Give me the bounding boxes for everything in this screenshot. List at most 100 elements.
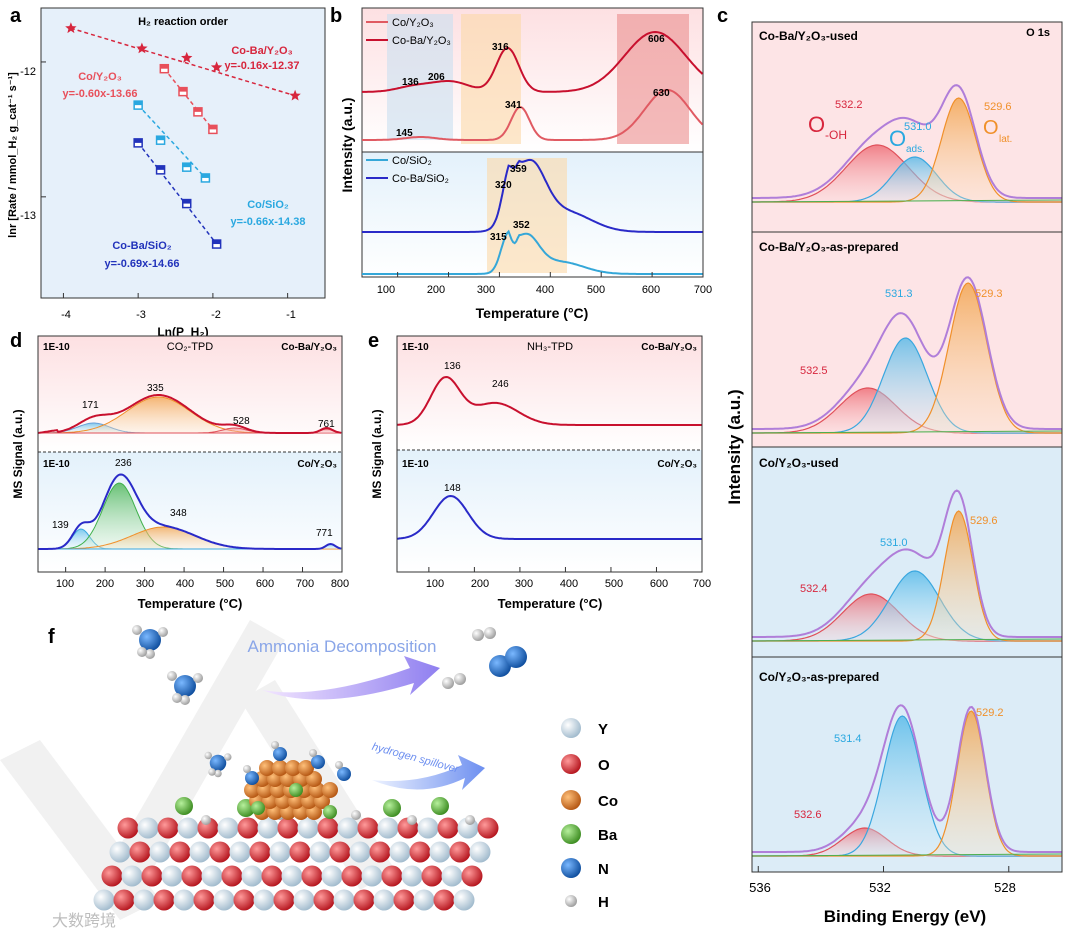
- atom-y: [93, 889, 115, 911]
- atom-o: [157, 817, 179, 839]
- peak-value: 529.6: [984, 101, 1012, 113]
- atom-co: [322, 782, 338, 798]
- atom-h: [172, 693, 182, 703]
- panel-b-legend-bottom: Co/SiO₂ Co-Ba/SiO₂: [366, 155, 449, 185]
- atom-h: [208, 768, 216, 776]
- peak-label: 148: [444, 483, 461, 494]
- peak-label: 352: [513, 220, 530, 231]
- atom-o: [129, 841, 151, 863]
- atom-y: [281, 865, 303, 887]
- species-label-o-oh: O: [808, 112, 825, 137]
- atom-y: [177, 817, 199, 839]
- panel-d-xtick: 500: [216, 578, 234, 590]
- panel-d-xtick: 600: [256, 578, 274, 590]
- atom-o: [221, 865, 243, 887]
- panel-label-d: d: [10, 330, 22, 352]
- atom-o: [181, 865, 203, 887]
- series-label-co-ba-y2o3: Co-Ba/Y₂O₃: [231, 45, 292, 57]
- panel-b-xlabel: Temperature (°C): [476, 305, 589, 321]
- panel-d-peak-labels: 171 335 528 761 139 236 348 771: [52, 383, 335, 539]
- atom-y: [121, 865, 143, 887]
- atom-o: [233, 889, 255, 911]
- species-label-o-oh-sub: -OH: [825, 128, 847, 142]
- scale-bar-label: 1E-10: [43, 459, 70, 470]
- panel-c: c O 1s Co-Ba/Y₂O₃-used Co-Ba/Y₂O₃-as-pre…: [717, 5, 1063, 926]
- panel-c-xtick: 532: [869, 880, 891, 895]
- atom-h: [442, 677, 454, 689]
- atom-legend: Y O Co Ba N H: [561, 718, 618, 911]
- atom-h: [484, 627, 496, 639]
- panel-b-peak-labels: 136 206 316 606 145 341 630 359 320 315 …: [396, 34, 670, 243]
- atom-y: [161, 865, 183, 887]
- fit-label-co-y2o3: y=-0.60x-13.66: [63, 88, 138, 100]
- peak-label: 341: [505, 100, 522, 111]
- peak-label: 136: [402, 77, 419, 88]
- atom-co: [298, 760, 314, 776]
- data-point-fill: [179, 87, 187, 92]
- atom-y: [297, 817, 319, 839]
- legend-label: N: [598, 861, 609, 878]
- panel-a-axes: -4 -3 -2 -1 -12 -13: [20, 66, 296, 321]
- atom-h: [243, 765, 251, 773]
- envelope-line: [752, 276, 1062, 430]
- legend-label: Y: [598, 721, 608, 738]
- data-point-fill: [208, 125, 217, 130]
- atom-h: [145, 649, 155, 659]
- panel-e-xtick: 300: [515, 578, 533, 590]
- atom-co: [259, 760, 275, 776]
- envelope-line: [752, 704, 1062, 853]
- data-point-fill: [134, 138, 143, 143]
- atom-h: [224, 753, 232, 761]
- atom-o: [329, 841, 351, 863]
- atom-o: [193, 889, 215, 911]
- peak-fill: [752, 157, 1062, 202]
- legend-label: Co-Ba/Y₂O₃: [392, 35, 451, 47]
- panel-e-chart: [396, 375, 703, 572]
- atom-h: [271, 741, 279, 749]
- peak-label: 145: [396, 128, 413, 139]
- peak-fill: [752, 716, 1062, 856]
- atom-o: [101, 865, 123, 887]
- atom-o: [449, 841, 471, 863]
- atom-o: [141, 865, 163, 887]
- panel-c-xtick: 536: [749, 880, 771, 895]
- legend-atom-ba: [561, 824, 581, 844]
- peak-value: 531.0: [880, 537, 908, 549]
- spillover-arrow: [372, 755, 485, 790]
- atom-o: [209, 841, 231, 863]
- peak-label: 348: [170, 508, 187, 519]
- peak-value: 531.0: [904, 121, 932, 133]
- peak-label: 630: [653, 88, 670, 99]
- atom-ba: [383, 799, 401, 817]
- atom-y: [417, 817, 439, 839]
- series-line: [362, 229, 703, 275]
- fit-line: [137, 142, 218, 245]
- species-label-o-ads: O: [889, 126, 906, 151]
- peak-label: 528: [233, 416, 250, 427]
- panel-a-title: H₂ reaction order: [138, 16, 229, 28]
- atom-y: [253, 889, 275, 911]
- peak-value: 532.5: [800, 365, 828, 377]
- data-point-fill: [182, 199, 191, 204]
- atom-y: [269, 841, 291, 863]
- panel-b-xtick: 600: [642, 284, 660, 296]
- atom-y: [333, 889, 355, 911]
- panel-e-frame: [396, 335, 703, 573]
- atom-y: [217, 817, 239, 839]
- series-label-co-ba-sio2: Co-Ba/SiO₂: [112, 240, 171, 252]
- legend-atom-n: [561, 858, 581, 878]
- atom-h: [454, 673, 466, 685]
- panel-e-xtick: 400: [560, 578, 578, 590]
- sample-label: Co/Y₂O₃: [657, 459, 697, 470]
- peak-value: 529.6: [970, 515, 998, 527]
- peak-fill: [752, 388, 1062, 433]
- panel-d-xtick: 800: [331, 578, 349, 590]
- atom-o: [393, 889, 415, 911]
- panel-b-frame: [361, 7, 704, 278]
- panel-f: f Ammonia Decomposition hydrogen spillov…: [0, 620, 618, 930]
- panel-d-xtick: 300: [136, 578, 154, 590]
- atom-y: [109, 841, 131, 863]
- panel-b-legend-top: Co/Y₂O₃ Co-Ba/Y₂O₃: [366, 17, 451, 47]
- atom-y: [257, 817, 279, 839]
- legend-label: O: [598, 757, 610, 774]
